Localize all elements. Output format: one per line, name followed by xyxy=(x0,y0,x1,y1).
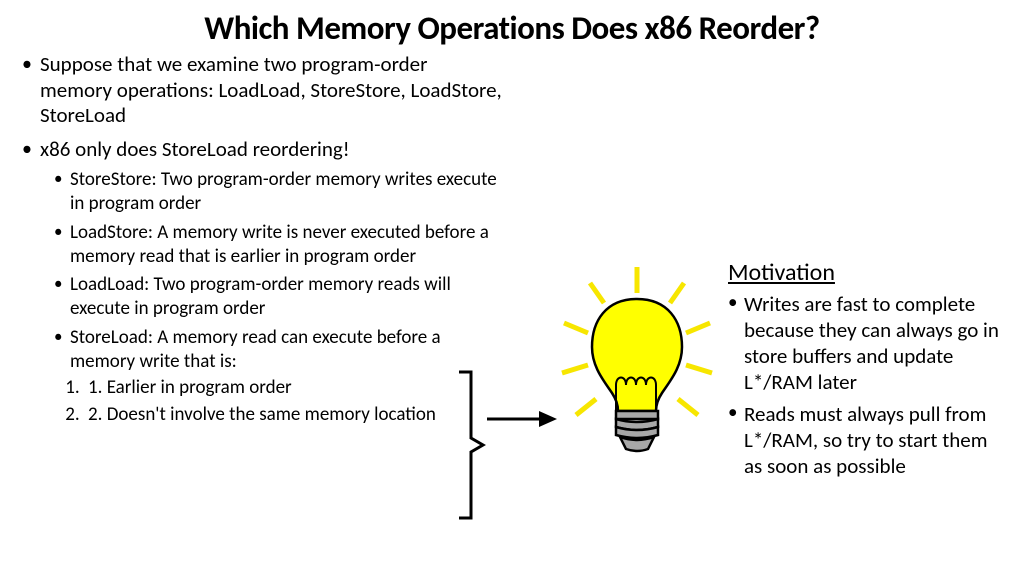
sub-loadstore: LoadStore: A memory write is never execu… xyxy=(54,221,502,269)
num-2: 2. Doesn't involve the same memory locat… xyxy=(84,403,502,428)
sub-storeload-text: StoreLoad: A memory read can execute bef… xyxy=(70,326,441,373)
bullet-2: x86 only does StoreLoad reordering! Stor… xyxy=(22,137,502,428)
sub-storeload: StoreLoad: A memory read can execute bef… xyxy=(54,326,502,428)
motivation-box: Motivation Writes are fast to complete b… xyxy=(728,258,1003,485)
slide-title: Which Memory Operations Does x86 Reorder… xyxy=(0,0,1024,52)
lightbulb-icon xyxy=(550,265,725,465)
num-1: 1. Earlier in program order xyxy=(84,376,502,401)
left-column: Suppose that we examine two program-orde… xyxy=(22,52,502,436)
sub-loadload: LoadLoad: Two program-order memory reads… xyxy=(54,273,502,321)
motivation-2: Reads must always pull from L*/RAM, so t… xyxy=(728,401,1003,479)
arrow-icon xyxy=(487,410,557,428)
bullet-1: Suppose that we examine two program-orde… xyxy=(22,52,502,129)
motivation-title: Motivation xyxy=(728,258,1003,287)
sub-storestore: StoreStore: Two program-order memory wri… xyxy=(54,168,502,216)
motivation-1: Writes are fast to complete because they… xyxy=(728,291,1003,395)
bullet-2-text: x86 only does StoreLoad reordering! xyxy=(40,136,350,162)
